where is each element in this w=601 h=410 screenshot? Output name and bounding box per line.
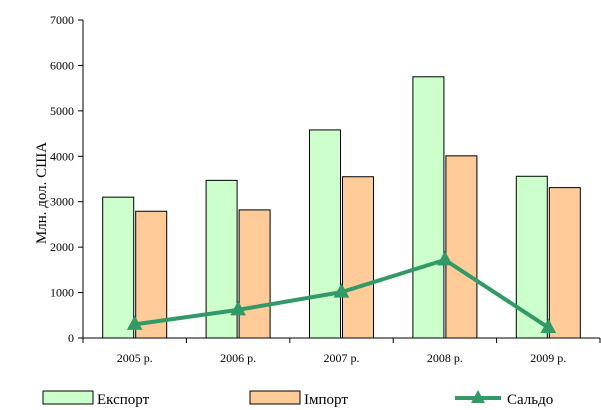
- y-axis-title: Млн. дол. США: [34, 142, 50, 244]
- x-tick-label: 2008 р.: [427, 351, 463, 365]
- import-bar-4: [445, 155, 478, 339]
- y-tick-label: 6000: [50, 58, 74, 72]
- export-bar-4: [412, 76, 445, 339]
- legend: Експорт Імпорт Сальдо: [42, 390, 553, 408]
- import-bar-3: [342, 176, 374, 339]
- export-bar-3: [309, 129, 341, 339]
- y-tick-label: 5000: [50, 104, 74, 118]
- balance-line-layer: [126, 250, 557, 334]
- legend-item-balance: Сальдо: [455, 390, 553, 408]
- import-bar-2: [238, 209, 271, 339]
- legend-label: Експорт: [97, 392, 150, 408]
- y-tick-label: 4000: [50, 149, 74, 163]
- bars-layer: [102, 76, 581, 339]
- x-tick-label: 2007 р.: [324, 351, 360, 365]
- balance-marker-4: [437, 250, 453, 266]
- import-bar-1: [135, 210, 168, 339]
- y-tick-label: 7000: [50, 13, 74, 27]
- legend-item-import: Імпорт: [249, 390, 348, 408]
- y-tick-label: 3000: [50, 195, 74, 209]
- balance-marker-3: [333, 283, 350, 298]
- y-tick-label: 0: [68, 331, 74, 345]
- y-tick-label: 2000: [50, 240, 74, 254]
- import-bar-5: [548, 187, 581, 339]
- tick-labels-layer: 0 1000 2000 3000 4000 5000 6000 7000 2005 р. 2006…: [50, 13, 566, 365]
- axes-layer: [78, 19, 601, 343]
- legend-item-export: Експорт: [42, 390, 150, 408]
- x-tick-label: 2005 р.: [117, 351, 153, 365]
- export-bar-1: [102, 196, 135, 339]
- balance-marker-2: [230, 300, 246, 316]
- balance-marker-1: [126, 315, 143, 330]
- legend-swatch: [249, 390, 301, 405]
- x-tick-label: 2009 р.: [530, 351, 566, 365]
- y-tick-label: 1000: [50, 286, 74, 300]
- export-bar-5: [515, 175, 548, 339]
- legend-label: Імпорт: [304, 392, 348, 408]
- x-tick-label: 2006 р.: [220, 351, 256, 365]
- legend-swatch: [42, 390, 94, 405]
- legend-label: Сальдо: [507, 392, 553, 408]
- legend-marker: [471, 390, 485, 403]
- balance-marker-5: [540, 318, 557, 334]
